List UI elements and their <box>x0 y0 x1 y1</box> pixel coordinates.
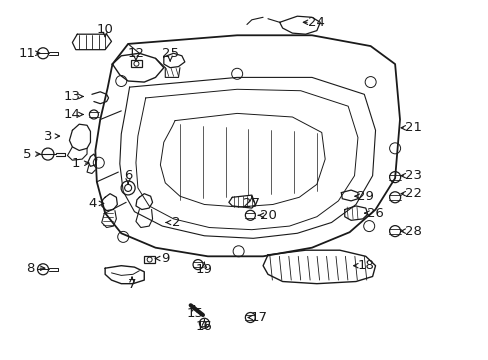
Text: 24: 24 <box>308 16 325 29</box>
Text: 23: 23 <box>404 169 421 182</box>
Text: 9: 9 <box>161 252 169 265</box>
Bar <box>144 256 155 263</box>
Text: 10: 10 <box>97 23 113 36</box>
Text: 7: 7 <box>127 278 136 291</box>
Text: 2: 2 <box>171 216 180 229</box>
Text: 25: 25 <box>162 47 178 60</box>
Text: 18: 18 <box>357 259 373 272</box>
Text: 6: 6 <box>123 169 132 182</box>
Text: 20: 20 <box>259 209 276 222</box>
Text: 16: 16 <box>196 320 212 333</box>
Text: 11: 11 <box>19 47 35 60</box>
Text: 5: 5 <box>22 148 31 161</box>
Text: 26: 26 <box>366 207 383 220</box>
Text: 12: 12 <box>127 47 144 60</box>
Text: 13: 13 <box>64 90 81 103</box>
Text: 27: 27 <box>243 197 260 210</box>
Text: 8: 8 <box>26 262 35 275</box>
Text: 1: 1 <box>71 157 80 170</box>
Text: 15: 15 <box>186 307 203 320</box>
Text: 14: 14 <box>64 108 81 121</box>
Text: 17: 17 <box>250 311 267 324</box>
Text: 22: 22 <box>404 187 421 200</box>
Bar <box>131 60 142 67</box>
Text: 28: 28 <box>404 225 421 238</box>
Text: 29: 29 <box>357 190 373 203</box>
Text: 3: 3 <box>43 130 52 143</box>
Text: 19: 19 <box>196 263 212 276</box>
Text: 21: 21 <box>404 121 421 134</box>
Text: 4: 4 <box>88 197 97 210</box>
